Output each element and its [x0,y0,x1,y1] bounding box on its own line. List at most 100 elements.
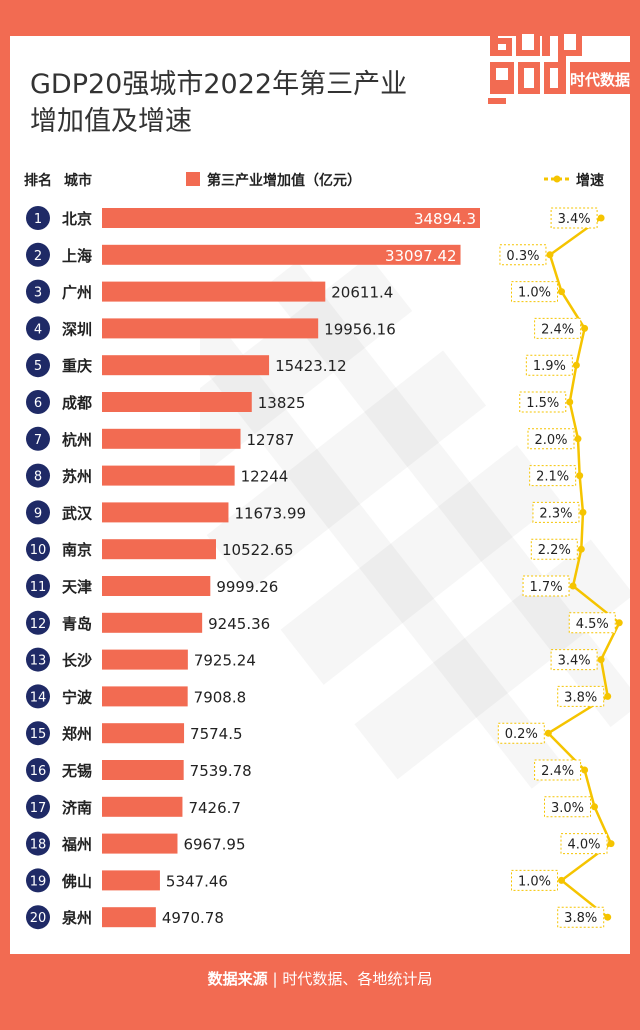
rank-number: 14 [30,690,47,705]
growth-label-box [519,391,567,413]
bar [102,281,326,302]
rank-badge [26,647,50,672]
city-label: 苏州 [62,468,92,486]
bar-value-label: 7539.78 [190,762,252,780]
bar-value-label: 12244 [241,468,289,486]
growth-label-box [550,649,598,671]
growth-label-box [499,244,547,266]
growth-value-label: 0.2% [505,727,538,742]
growth-value-label: 3.8% [564,690,597,705]
data-god-logo-icon: 时代数据 [488,16,630,104]
legend-growth-line-icon [544,175,570,183]
bar [102,318,319,339]
growth-point [574,435,582,443]
bar-value-label: 7908.8 [194,688,247,706]
growth-value-label: 2.4% [541,322,574,337]
city-label: 上海 [62,247,92,265]
logo-brand-text: 时代数据 [570,71,630,89]
growth-label-box [560,833,608,855]
rank-number: 3 [34,286,42,301]
footer-source-label: 数据来源 [207,970,268,988]
growth-label-box [522,575,570,597]
growth-value-label: 3.4% [558,654,591,669]
rank-badge [26,316,50,341]
city-label: 郑州 [62,725,92,743]
rank-badge [26,537,50,562]
bar-value-label: 9999.26 [216,578,278,596]
bar [102,244,461,265]
growth-value-label: 1.7% [530,580,563,595]
bar-value-label: 6967.95 [183,836,245,854]
growth-value-label: 4.5% [576,617,609,632]
footer-source-text: 时代数据、各地统计局 [282,970,433,988]
growth-label-box [530,538,578,560]
bar [102,428,241,449]
rank-number: 6 [34,396,42,411]
footer: 数据来源 | 时代数据、各地统计局 [0,968,640,989]
rank-number: 2 [34,249,42,264]
growth-point [607,840,615,848]
rank-badge [26,794,50,819]
growth-label-box [557,906,605,928]
bar [102,208,480,228]
legend-bar-label: 第三产业增加值（亿元） [207,173,361,189]
bar-value-label: 7426.7 [188,799,241,817]
footer-separator: | [272,970,278,988]
growth-label-box [497,722,545,744]
growth-label-box [534,759,582,781]
rank-number: 16 [30,764,47,779]
growth-value-label: 3.4% [558,212,591,227]
city-label: 天津 [62,578,92,596]
rank-number: 12 [30,617,47,632]
city-label: 南京 [62,541,92,559]
growth-point [544,729,552,737]
rank-number: 1 [34,212,42,227]
rank-badge [26,684,50,709]
growth-value-label: 1.5% [526,396,559,411]
growth-label-box [544,796,591,818]
legend-bar-swatch [186,172,200,186]
bar-value-label: 34894.3 [414,210,476,228]
growth-value-label: 2.2% [538,543,571,558]
growth-value-label: 1.0% [518,286,551,301]
city-label: 北京 [62,210,92,228]
rank-number: 8 [34,470,42,485]
bar [102,833,178,854]
growth-label-box [525,354,573,376]
bar [102,612,203,633]
rank-badge [26,390,50,414]
rank-badge [26,831,50,856]
rank-badge [26,426,50,451]
bar [102,723,185,744]
city-label: 广州 [62,284,92,302]
growth-point [597,214,605,222]
growth-label-box [529,465,577,487]
growth-value-label: 0.3% [506,249,539,264]
growth-point [597,656,605,664]
growth-label-box [511,869,558,891]
growth-point [566,398,574,406]
bar-value-label: 15423.12 [275,357,347,375]
city-label: 杭州 [62,431,92,449]
city-label: 无锡 [61,762,92,780]
growth-point [572,361,580,369]
bar-value-label: 13825 [258,394,306,412]
rank-number: 17 [30,801,47,816]
growth-point [604,913,612,921]
bar-value-label: 11673.99 [234,504,306,522]
growth-line [546,216,621,919]
growth-label-box [532,501,580,523]
growth-point [558,288,565,296]
bar-value-label: 9245.36 [208,615,270,633]
bar [102,539,216,560]
rank-badge [26,721,50,746]
city-label: 泉州 [61,909,92,927]
growth-point [569,582,577,590]
bar [102,465,235,486]
city-label: 青岛 [62,615,92,633]
rank-badge [26,758,50,782]
city-label: 成都 [62,394,92,412]
growth-point [615,619,623,627]
rank-number: 13 [30,654,47,669]
